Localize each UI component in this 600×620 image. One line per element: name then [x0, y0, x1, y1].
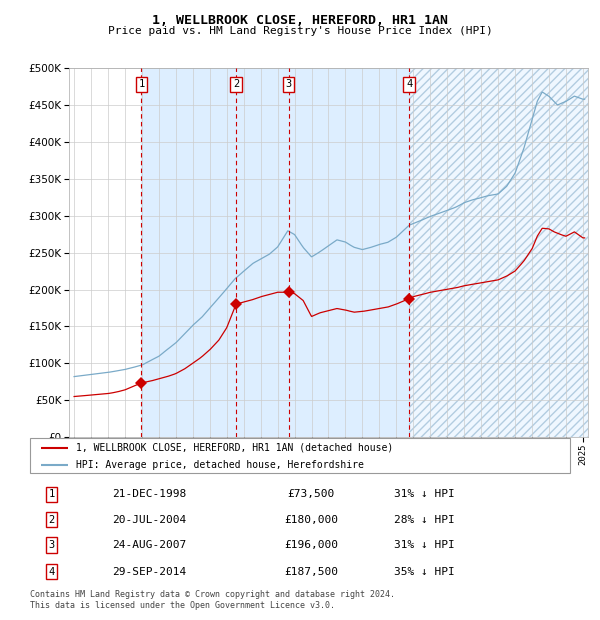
Text: 3: 3	[286, 79, 292, 89]
Text: £180,000: £180,000	[284, 515, 338, 525]
Text: 4: 4	[49, 567, 55, 577]
Text: 1: 1	[138, 79, 145, 89]
Text: HPI: Average price, detached house, Herefordshire: HPI: Average price, detached house, Here…	[76, 460, 364, 471]
Text: 1: 1	[49, 489, 55, 499]
Text: 1, WELLBROOK CLOSE, HEREFORD, HR1 1AN: 1, WELLBROOK CLOSE, HEREFORD, HR1 1AN	[152, 14, 448, 27]
Text: 1, WELLBROOK CLOSE, HEREFORD, HR1 1AN (detached house): 1, WELLBROOK CLOSE, HEREFORD, HR1 1AN (d…	[76, 443, 393, 453]
Text: 3: 3	[49, 540, 55, 550]
Text: 4: 4	[406, 79, 412, 89]
Text: Contains HM Land Registry data © Crown copyright and database right 2024.: Contains HM Land Registry data © Crown c…	[30, 590, 395, 600]
FancyBboxPatch shape	[30, 438, 570, 473]
Bar	[142, 68, 409, 437]
Text: 31% ↓ HPI: 31% ↓ HPI	[394, 540, 455, 550]
Text: 28% ↓ HPI: 28% ↓ HPI	[394, 515, 455, 525]
Text: 2: 2	[233, 79, 239, 89]
Text: 20-JUL-2004: 20-JUL-2004	[112, 515, 186, 525]
Text: £73,500: £73,500	[287, 489, 334, 499]
Bar	[409, 68, 588, 437]
Text: £196,000: £196,000	[284, 540, 338, 550]
Text: 24-AUG-2007: 24-AUG-2007	[112, 540, 186, 550]
Text: £187,500: £187,500	[284, 567, 338, 577]
Text: 35% ↓ HPI: 35% ↓ HPI	[394, 567, 455, 577]
Text: 29-SEP-2014: 29-SEP-2014	[112, 567, 186, 577]
Text: This data is licensed under the Open Government Licence v3.0.: This data is licensed under the Open Gov…	[30, 601, 335, 611]
Text: Price paid vs. HM Land Registry's House Price Index (HPI): Price paid vs. HM Land Registry's House …	[107, 26, 493, 36]
Text: 2: 2	[49, 515, 55, 525]
Bar	[409, 68, 588, 437]
Text: 31% ↓ HPI: 31% ↓ HPI	[394, 489, 455, 499]
Text: 21-DEC-1998: 21-DEC-1998	[112, 489, 186, 499]
